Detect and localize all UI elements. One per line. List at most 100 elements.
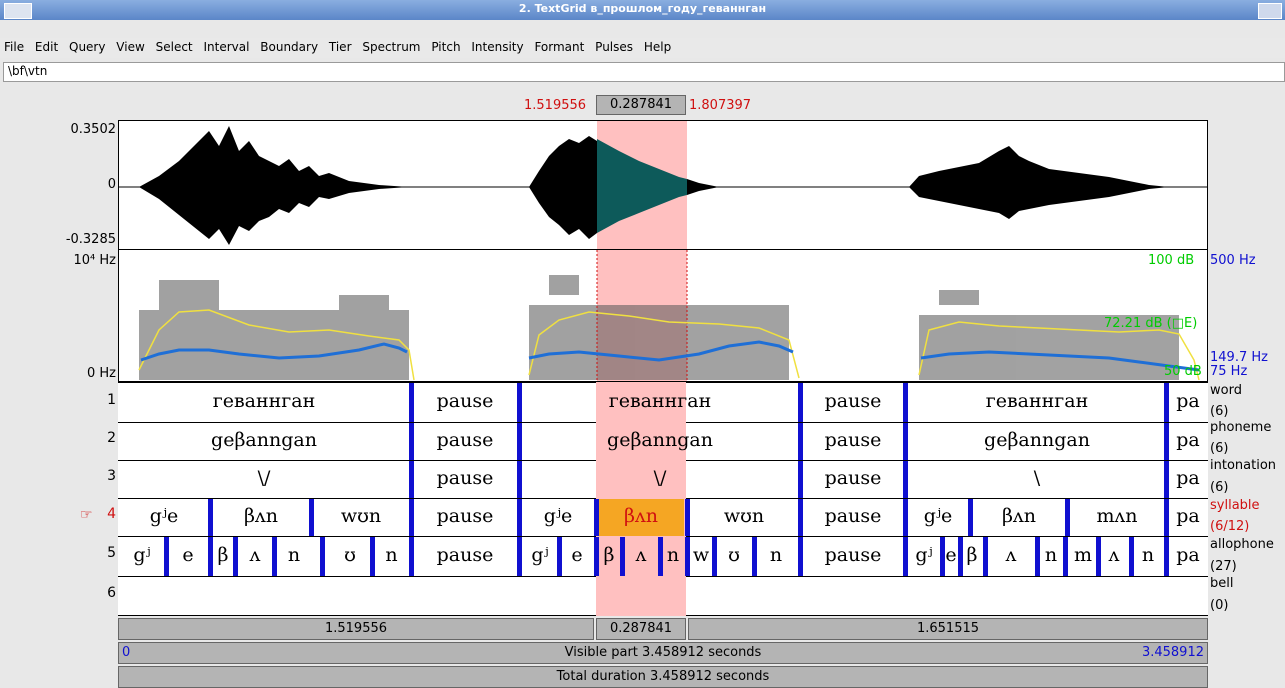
tier-4-boundary[interactable] <box>309 499 314 536</box>
tier-4-interval[interactable]: pause <box>824 505 882 527</box>
tier-1-boundary[interactable] <box>1164 383 1169 422</box>
tier-4-boundary[interactable] <box>517 499 522 536</box>
tier-5-interval[interactable]: ʌ <box>1005 544 1017 566</box>
spectrogram-panel[interactable] <box>118 250 1208 382</box>
tier-2-interval[interactable]: pause <box>824 429 882 451</box>
tier-2-boundary[interactable] <box>1164 423 1169 460</box>
tier-5-boundary[interactable] <box>517 537 522 576</box>
tier-5-interval[interactable]: gʲ <box>531 544 549 566</box>
tier-5-interval[interactable]: pause <box>824 544 882 566</box>
tier-5-boundary[interactable] <box>272 537 277 576</box>
tier-4-boundary[interactable] <box>594 499 599 536</box>
tier-1-interval[interactable]: pause <box>436 390 494 412</box>
tier-5-boundary[interactable] <box>320 537 325 576</box>
menu-file[interactable]: File <box>4 40 25 54</box>
tier-5-interval[interactable]: gʲ <box>133 544 151 566</box>
tier-2-interval[interactable]: pa <box>1176 429 1200 451</box>
tier-3-interval[interactable]: \/ <box>257 467 271 489</box>
selection-duration[interactable]: 0.287841 <box>596 95 686 115</box>
total-duration-bar[interactable]: Total duration 3.458912 seconds <box>118 666 1208 688</box>
tier-5-interval[interactable]: β <box>217 544 229 566</box>
waveform-panel[interactable] <box>118 120 1208 250</box>
tier-5-interval[interactable]: w <box>692 544 710 566</box>
tier-5-interval[interactable]: e <box>571 544 583 566</box>
tier-5-boundary[interactable] <box>594 537 599 576</box>
tier-4-interval[interactable]: gʲe <box>543 505 573 527</box>
tier-2-interval[interactable]: geβanngan <box>211 429 317 451</box>
tier-5-boundary[interactable] <box>712 537 717 576</box>
tier-5-boundary[interactable] <box>958 537 963 576</box>
tier-5-boundary[interactable] <box>798 537 803 576</box>
tier-4-boundary[interactable] <box>798 499 803 536</box>
tier-5-boundary[interactable] <box>620 537 625 576</box>
tier-4-boundary[interactable] <box>409 499 414 536</box>
tier-5-interval[interactable]: ʌ <box>635 544 647 566</box>
tier-4-interval[interactable]: βʌn <box>244 505 278 527</box>
menu-interval[interactable]: Interval <box>203 40 250 54</box>
tier-5-boundary[interactable] <box>409 537 414 576</box>
tier-5-boundary[interactable] <box>1063 537 1068 576</box>
tier-2-boundary[interactable] <box>517 423 522 460</box>
tier-3-boundary[interactable] <box>903 461 908 498</box>
tier-5-boundary[interactable] <box>983 537 988 576</box>
tier-5-boundary[interactable] <box>370 537 375 576</box>
time-segment-left[interactable]: 1.519556 <box>118 618 594 640</box>
tier-2-interval[interactable]: pause <box>436 429 494 451</box>
menu-help[interactable]: Help <box>643 40 672 54</box>
tier-3-boundary[interactable] <box>798 461 803 498</box>
menu-view[interactable]: View <box>116 40 145 54</box>
tier-4-interval[interactable]: pa <box>1176 505 1200 527</box>
menu-spectrum[interactable]: Spectrum <box>362 40 421 54</box>
tier-5-interval[interactable]: n <box>1044 544 1058 566</box>
tier-5-interval[interactable]: ʊ <box>344 544 356 566</box>
tier-5-boundary[interactable] <box>1164 537 1169 576</box>
menu-pulses[interactable]: Pulses <box>595 40 634 54</box>
tier-1-boundary[interactable] <box>409 383 414 422</box>
tier-1-boundary[interactable] <box>798 383 803 422</box>
tier-5-interval[interactable]: e <box>945 544 957 566</box>
tier-5-interval[interactable]: n <box>769 544 783 566</box>
tier-5-interval[interactable]: m <box>1073 544 1093 566</box>
tier-5-interval[interactable]: pa <box>1176 544 1200 566</box>
tier-2-boundary[interactable] <box>903 423 908 460</box>
tier-5-boundary[interactable] <box>208 537 213 576</box>
tier-1-interval[interactable]: геваннган <box>212 390 316 412</box>
tier-1-interval[interactable]: геваннган <box>608 390 712 412</box>
tier-5-boundary[interactable] <box>233 537 238 576</box>
tier-5-interval[interactable]: gʲ <box>915 544 933 566</box>
tier-1-boundary[interactable] <box>903 383 908 422</box>
menu-edit[interactable]: Edit <box>34 40 59 54</box>
tier-5-interval[interactable]: n <box>666 544 680 566</box>
tier-4-interval[interactable]: mʌn <box>1096 505 1138 527</box>
visible-part-bar[interactable]: 0 Visible part 3.458912 seconds 3.458912 <box>118 642 1208 664</box>
tier-5-interval[interactable]: ʊ <box>728 544 740 566</box>
tier-5-interval[interactable]: e <box>182 544 194 566</box>
tier-1-interval[interactable]: pause <box>824 390 882 412</box>
tier-2-interval[interactable]: geβanngan <box>607 429 713 451</box>
tier-1-interval[interactable]: pa <box>1176 390 1200 412</box>
menu-tier[interactable]: Tier <box>328 40 352 54</box>
menu-query[interactable]: Query <box>69 40 106 54</box>
tier-3-boundary[interactable] <box>1164 461 1169 498</box>
tier-1-interval[interactable]: геваннган <box>985 390 1089 412</box>
tier-2-boundary[interactable] <box>409 423 414 460</box>
tier-4-interval[interactable]: wʊn <box>723 505 765 527</box>
menu-formant[interactable]: Formant <box>534 40 585 54</box>
tier-5-boundary[interactable] <box>164 537 169 576</box>
tier-4-interval[interactable]: βʌn <box>1002 505 1036 527</box>
tier-5-boundary[interactable] <box>1035 537 1040 576</box>
tier-5-interval[interactable]: ʌ <box>249 544 261 566</box>
tier-3-interval[interactable]: pause <box>824 467 882 489</box>
menu-intensity[interactable]: Intensity <box>471 40 524 54</box>
window-menu-icon[interactable] <box>4 3 32 19</box>
tier-4-boundary[interactable] <box>903 499 908 536</box>
tier-5-interval[interactable]: β <box>966 544 978 566</box>
tier-4-boundary[interactable] <box>1164 499 1169 536</box>
tier-5-interval[interactable]: n <box>1141 544 1155 566</box>
tier-5-boundary[interactable] <box>940 537 945 576</box>
tier-4-boundary[interactable] <box>968 499 973 536</box>
tier-4-interval[interactable]: gʲe <box>923 505 953 527</box>
tier-5-boundary[interactable] <box>1129 537 1134 576</box>
tier-5-boundary[interactable] <box>752 537 757 576</box>
tier-5-boundary[interactable] <box>557 537 562 576</box>
